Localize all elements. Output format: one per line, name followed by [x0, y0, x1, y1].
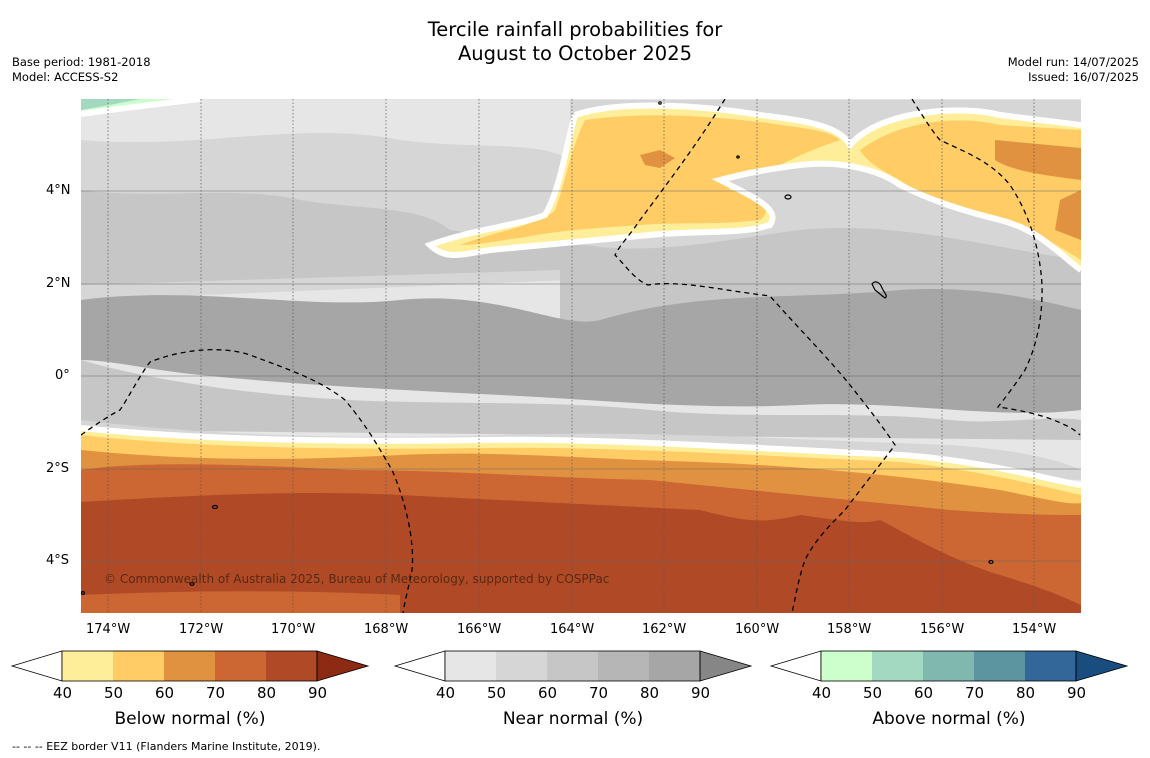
- meta-right: Model run: 14/07/2025 Issued: 16/07/2025: [1008, 55, 1139, 85]
- above-normal-50-region: [81, 99, 140, 110]
- colorbar-near-segment-80-90: [649, 651, 700, 681]
- colorbar-tick: 40: [436, 684, 456, 702]
- colorbar-title-below-normal: Below normal (%): [114, 709, 266, 729]
- map-title-line2: August to October 2025: [457, 42, 693, 65]
- y-axis-label: 4°N: [46, 183, 71, 198]
- model-name: Model: ACCESS-S2: [12, 70, 119, 84]
- meridian-gridlines: [107, 99, 1035, 613]
- x-axis-label: 164°W: [550, 622, 595, 637]
- colorbar-title-above-normal: Above normal (%): [872, 709, 1026, 729]
- colorbar-below-segment-50-60: [113, 651, 164, 681]
- colorbar-tick: 60: [914, 684, 934, 702]
- colorbar-title-near-normal: Near normal (%): [502, 709, 644, 729]
- meta-left: Base period: 1981-2018 Model: ACCESS-S2: [12, 55, 151, 85]
- x-axis-label: 166°W: [457, 622, 502, 637]
- near-normal-60-region-south: [81, 360, 1081, 440]
- colorbar-below-normal: [10, 650, 370, 682]
- x-axis-label: 154°W: [1012, 622, 1057, 637]
- near-normal-70-region: [81, 289, 1081, 413]
- colorbar-near-segment-70-80: [598, 651, 649, 681]
- x-axis-label: 168°W: [364, 622, 409, 637]
- colorbar-near-segment-40-50: [445, 651, 496, 681]
- model-run-date: Model run: 14/07/2025: [1007, 55, 1139, 69]
- colorbar-tick: 70: [206, 684, 226, 702]
- colorbar-tick: 90: [308, 684, 328, 702]
- colorbar-tick: 70: [965, 684, 985, 702]
- colorbar-below-segment-80-90: [266, 651, 317, 681]
- below-normal-70-region-edge: [81, 591, 400, 613]
- x-axis-label: 174°W: [86, 622, 131, 637]
- below-normal-80-region: [81, 492, 1081, 613]
- colorbar-below-segment-40-50: [62, 651, 113, 681]
- colorbar-below-lower-extension: [10, 650, 63, 682]
- colorbar-above-segment-70-80: [974, 651, 1025, 681]
- colorbar-above-segment-50-60: [872, 651, 923, 681]
- copyright-notice: © Commonwealth of Australia 2025, Bureau…: [104, 572, 610, 586]
- y-axis-label: 2°S: [46, 461, 70, 476]
- parallel-gridlines: [81, 190, 1081, 562]
- colorbar-above-segment-40-50: [821, 651, 872, 681]
- x-axis-label: 162°W: [642, 622, 687, 637]
- category-boundaries: [81, 99, 1081, 488]
- x-axis-label: 172°W: [179, 622, 224, 637]
- below-normal-60-region-north-c: [640, 150, 675, 168]
- below-normal-60-region-north-a: [995, 140, 1081, 180]
- colorbar-below-upper-extension: [316, 650, 370, 682]
- colorbar-near-segment-50-60: [496, 651, 547, 681]
- map-title-line1: Tercile rainfall probabilities for: [427, 18, 723, 41]
- colorbar-tick: 80: [640, 684, 660, 702]
- colorbar-near-normal: [393, 650, 753, 682]
- probability-field: [81, 99, 1081, 613]
- below-normal-50-region-north-a: [460, 115, 840, 245]
- issued-date: Issued: 16/07/2025: [1028, 70, 1139, 84]
- colorbar-above-lower-extension: [769, 650, 822, 682]
- x-axis-label: 170°W: [271, 622, 316, 637]
- below-normal-60-region-north-b: [1055, 190, 1081, 240]
- colorbar-below-segment-60-70: [164, 651, 215, 681]
- x-axis-label: 156°W: [920, 622, 965, 637]
- colorbar-tick: 50: [487, 684, 507, 702]
- colorbar-tick: 50: [863, 684, 883, 702]
- eez-footnote: -- -- -- EEZ border V11 (Flanders Marine…: [12, 740, 321, 753]
- colorbar-tick: 70: [589, 684, 609, 702]
- colorbar-near-upper-extension: [699, 650, 753, 682]
- colorbar-tick: 90: [1067, 684, 1087, 702]
- colorbar-above-normal: [769, 650, 1129, 682]
- colorbar-above-segment-80-90: [1025, 651, 1076, 681]
- y-axis-label: 2°N: [46, 276, 71, 291]
- eez-borders: [81, 99, 1081, 613]
- colorbar-tick: 80: [1016, 684, 1036, 702]
- colorbar-tick: 80: [257, 684, 277, 702]
- x-axis-label: 160°W: [735, 622, 780, 637]
- colorbar-tick: 50: [104, 684, 124, 702]
- colorbar-above-upper-extension: [1075, 650, 1129, 682]
- colorbar-near-segment-60-70: [547, 651, 598, 681]
- colorbar-tick: 60: [155, 684, 175, 702]
- colorbar-tick: 40: [812, 684, 832, 702]
- colorbar-tick: 90: [691, 684, 711, 702]
- y-axis-label: 0°: [55, 368, 70, 383]
- colorbar-tick: 40: [53, 684, 73, 702]
- colorbar-above-segment-60-70: [923, 651, 974, 681]
- colorbar-near-lower-extension: [393, 650, 446, 682]
- islands: [80, 101, 994, 596]
- colorbar-below-segment-70-80: [215, 651, 266, 681]
- base-period: Base period: 1981-2018: [12, 55, 151, 69]
- y-axis-label: 4°S: [46, 553, 70, 568]
- x-axis-label: 158°W: [827, 622, 872, 637]
- map-title: Tercile rainfall probabilities for Augus…: [0, 18, 1150, 66]
- colorbar-tick: 60: [538, 684, 558, 702]
